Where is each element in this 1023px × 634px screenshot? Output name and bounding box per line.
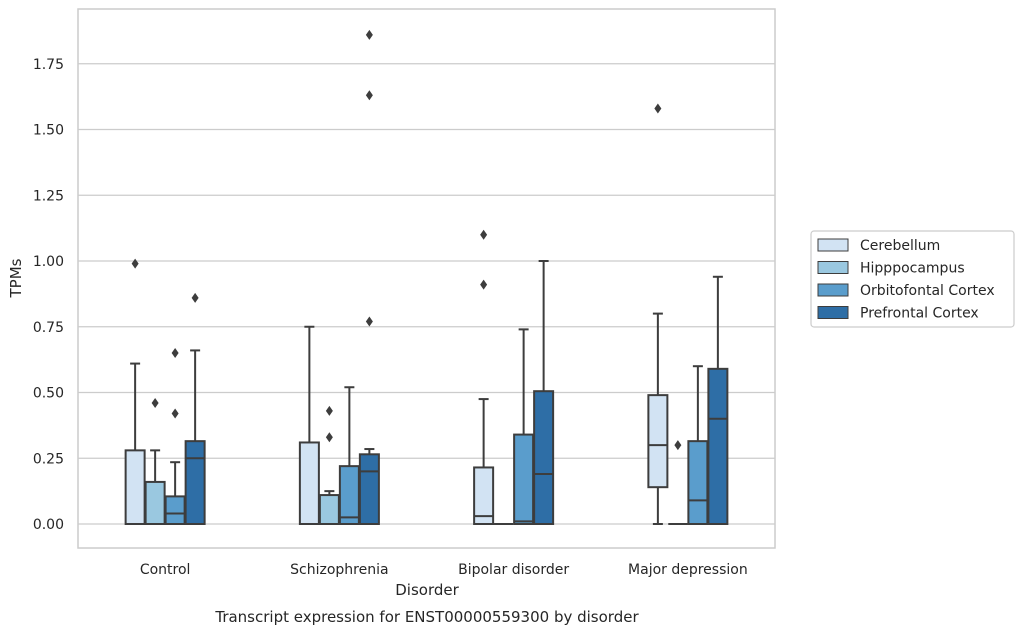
box-rect <box>184 440 206 525</box>
box-rect <box>358 453 380 525</box>
y-tick-label: 0.75 <box>33 320 64 336</box>
box-rect <box>164 495 186 526</box>
y-tick-label: 0.00 <box>33 517 64 533</box>
legend-label: Prefrontal Cortex <box>860 306 979 322</box>
box-rect <box>647 394 669 489</box>
outlier-point <box>171 408 179 419</box>
outlier-point <box>325 405 333 416</box>
x-tick-label: Control <box>140 562 191 578</box>
legend-label: Orbitofontal Cortex <box>860 283 995 299</box>
box-rect <box>318 494 340 526</box>
box-rect <box>687 440 709 525</box>
legend-swatch <box>817 283 849 297</box>
chart-title: Transcript expression for ENST0000055930… <box>214 608 639 626</box>
box-group <box>533 260 555 525</box>
outlier-point <box>325 432 333 443</box>
box-group <box>668 440 688 525</box>
box-rect <box>144 480 166 526</box>
outlier-point <box>365 29 373 40</box>
legend-swatch <box>817 261 849 274</box>
y-axis-label: TPMs <box>7 258 25 298</box>
box-rect <box>298 441 320 525</box>
outlier-point <box>480 279 488 290</box>
x-axis-label: Disorder <box>395 581 459 599</box>
outlier-point <box>654 103 662 114</box>
plot-frame <box>77 8 776 549</box>
box-rect <box>533 390 555 525</box>
box-rect <box>513 433 535 525</box>
x-tick-labels: Control Schizophrenia Bipolar disorder Majo… <box>140 562 748 578</box>
legend-frame <box>810 230 1015 328</box>
box-group <box>124 258 146 525</box>
y-tick-label: 1.50 <box>33 123 64 139</box>
outlier-point <box>131 258 139 269</box>
legend-label: Cerebellum <box>860 238 940 254</box>
x-tick-label: Major depression <box>628 562 748 578</box>
box-group <box>298 325 320 525</box>
box-rect <box>338 465 360 526</box>
legend-swatch <box>817 306 849 319</box>
box-group <box>707 275 729 525</box>
outlier-point <box>480 229 488 240</box>
y-tick-label: 0.50 <box>33 386 64 402</box>
outlier-point <box>674 440 682 451</box>
y-tick-label: 0.25 <box>33 451 64 467</box>
boxes <box>124 29 729 526</box>
box-group <box>473 229 495 525</box>
box-group <box>687 365 709 525</box>
outlier-point <box>365 316 373 327</box>
x-tick-label: Schizophrenia <box>290 562 388 578</box>
box-rect <box>473 466 495 525</box>
box-rect <box>707 367 729 525</box>
y-tick-label: 1.75 <box>33 57 64 73</box>
y-tick-label: 1.00 <box>33 254 64 270</box>
outlier-point <box>191 292 199 303</box>
x-tick-label: Bipolar disorder <box>458 562 569 578</box>
outlier-point <box>365 90 373 101</box>
y-tick-labels: 0.00 0.25 0.50 0.75 1.00 1.25 1.50 1.75 <box>33 57 64 533</box>
legend-label: Hipppocampus <box>860 261 965 277</box>
y-tick-label: 1.25 <box>33 188 64 204</box>
box-group <box>647 103 669 525</box>
box-rect <box>124 449 146 525</box>
outlier-point <box>171 348 179 359</box>
outlier-point <box>151 398 159 409</box>
box-group <box>358 29 380 525</box>
legend-swatch <box>817 238 849 252</box>
box-group <box>184 292 206 525</box>
legend: Cerebellum Hipppocampus Orbitofontal Corte… <box>810 230 1015 328</box>
box-group <box>338 386 360 526</box>
